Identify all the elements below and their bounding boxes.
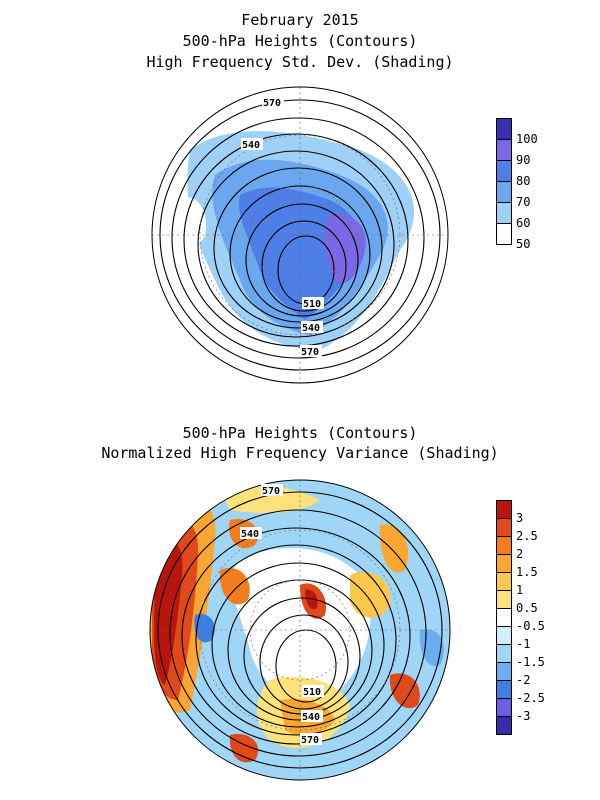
std-dev-polar-map: 570 540 510 540 570 [151, 86, 449, 384]
contour-label: 540 [302, 712, 320, 723]
colorbar-swatch [496, 698, 512, 717]
contour-label: 510 [303, 687, 321, 698]
colorbar-label: 1.5 [516, 565, 538, 579]
colorbar-swatch [496, 554, 512, 573]
map-title-line-2: 500-hPa Heights (Contours) [182, 32, 418, 50]
colorbar-swatch [496, 139, 512, 161]
colorbar-swatch [496, 181, 512, 203]
colorbar-swatch [496, 202, 512, 224]
colorbar-swatch [496, 536, 512, 555]
colorbar-label: 50 [516, 237, 531, 251]
contour-label: 570 [263, 98, 281, 109]
colorbar-swatch [496, 160, 512, 182]
colorbar-label: -2 [516, 673, 531, 687]
colorbar-swatch [496, 662, 512, 681]
colorbar-swatch [496, 644, 512, 663]
colorbar-swatch [496, 590, 512, 609]
std-dev-shading [180, 131, 415, 350]
colorbar-swatch [496, 518, 512, 537]
panel2-title-line-2: Normalized High Frequency Variance (Shad… [101, 444, 499, 462]
colorbar-label: -3 [516, 709, 531, 723]
graticule [150, 480, 450, 780]
contour-label: 540 [242, 140, 260, 151]
normalized-variance-polar-map: 570 540 510 540 570 [149, 479, 451, 781]
colorbar-label: -1.5 [516, 655, 545, 669]
colorbar-swatch [496, 608, 512, 627]
colorbar-label: 2.5 [516, 529, 538, 543]
colorbar-label: -0.5 [516, 619, 545, 633]
contour-labels: 570 540 510 540 570 [241, 96, 324, 358]
colorbar-swatch [496, 680, 512, 699]
map-border [149, 479, 451, 781]
contour-label: 570 [301, 347, 319, 358]
colorbar-label: -1 [516, 637, 531, 651]
graticule [152, 87, 448, 383]
contour-labels: 570 540 510 540 570 [240, 484, 324, 746]
contour-label: 540 [302, 323, 320, 334]
contour-label: 510 [303, 299, 321, 310]
colorbar-label: 60 [516, 216, 531, 230]
colorbar-swatch [496, 118, 512, 140]
colorbar-swatch [496, 716, 512, 735]
colorbar-label: 2 [516, 547, 524, 561]
contour-label: 570 [301, 735, 319, 746]
colorbar-label: 100 [516, 132, 538, 146]
map-title-line-3: High Frequency Std. Dev. (Shading) [146, 53, 454, 71]
colorbar-swatch [496, 223, 512, 245]
colorbar-swatch [496, 572, 512, 591]
colorbar-label: -2.5 [516, 691, 545, 705]
colorbar-label: 70 [516, 195, 531, 209]
colorbar-label: 80 [516, 174, 531, 188]
colorbar-label: 0.5 [516, 601, 538, 615]
colorbar-swatch [496, 500, 512, 519]
panel2-title-line-1: 500-hPa Heights (Contours) [182, 424, 418, 442]
colorbar-label: 1 [516, 583, 524, 597]
map-border [151, 86, 449, 384]
contour-label: 540 [241, 529, 259, 540]
colorbar-label: 3 [516, 511, 524, 525]
contour-label: 570 [262, 486, 280, 497]
map-title-line-1: February 2015 [241, 11, 359, 29]
colorbar-label: 90 [516, 153, 531, 167]
colorbar-swatch [496, 626, 512, 645]
